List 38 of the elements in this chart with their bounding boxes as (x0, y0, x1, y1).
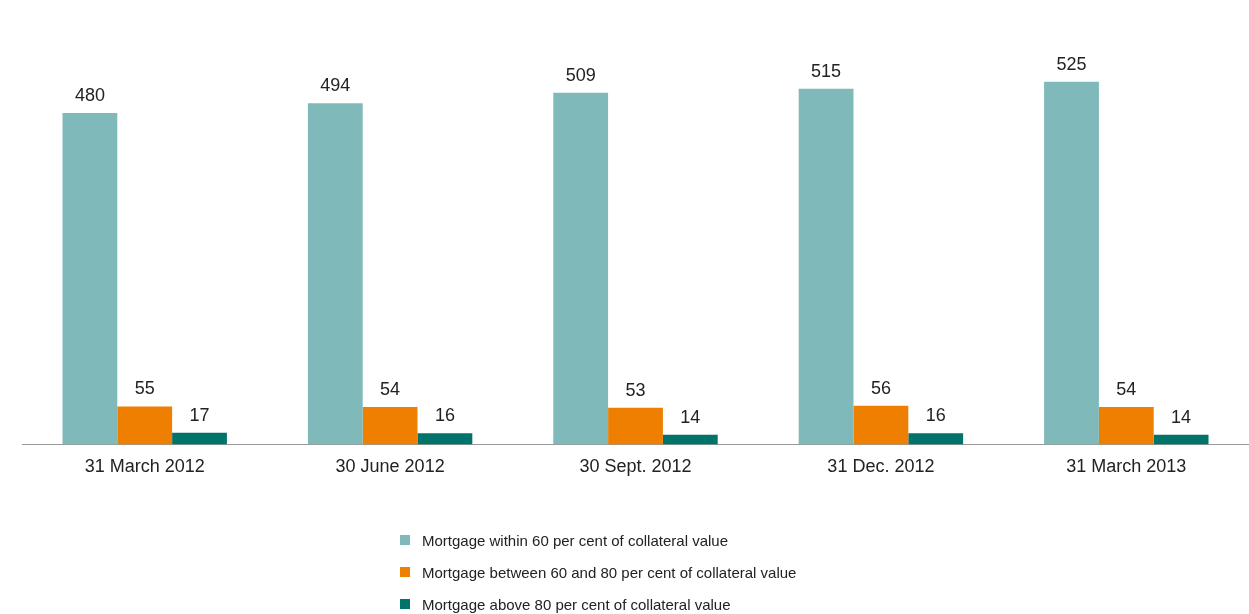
data-label: 17 (189, 404, 210, 425)
bar (417, 433, 473, 445)
x-tick-label: 30 June 2012 (335, 456, 445, 477)
x-tick-label: 31 Dec. 2012 (827, 456, 935, 477)
data-label: 480 (74, 84, 105, 105)
bar (1044, 81, 1099, 445)
bar (853, 405, 909, 445)
data-label: 525 (1056, 53, 1087, 74)
legend-label: Mortgage between 60 and 80 per cent of collateral value (422, 563, 797, 581)
bar (553, 92, 609, 445)
bar (1153, 434, 1209, 445)
data-label: 515 (811, 60, 842, 81)
data-label: 14 (1171, 406, 1192, 427)
data-label: 494 (320, 75, 351, 96)
data-label: 14 (680, 406, 701, 427)
bar (1098, 407, 1154, 445)
data-label: 55 (134, 378, 155, 399)
data-label: 16 (925, 405, 946, 426)
data-label: 53 (625, 379, 646, 400)
x-tick-label: 31 March 2012 (84, 456, 205, 477)
bar (908, 433, 964, 445)
x-tick-label: 30 Sept. 2012 (579, 456, 692, 477)
bar (117, 406, 173, 445)
x-tick-label: 31 March 2013 (1066, 456, 1187, 477)
bar (608, 407, 663, 445)
data-label: 54 (1116, 379, 1137, 400)
data-label: 54 (380, 379, 401, 400)
bar (307, 103, 363, 445)
data-label: 509 (565, 64, 596, 85)
bar (172, 432, 227, 445)
data-label: 16 (434, 405, 455, 426)
legend-label: Mortgage within 60 per cent of collateral value (422, 531, 729, 549)
bar (62, 112, 118, 445)
bar (662, 434, 718, 445)
legend-label: Mortgage above 80 per cent of collateral value (422, 595, 731, 613)
bar (798, 88, 854, 445)
bar (362, 407, 418, 445)
data-label: 56 (870, 377, 891, 398)
